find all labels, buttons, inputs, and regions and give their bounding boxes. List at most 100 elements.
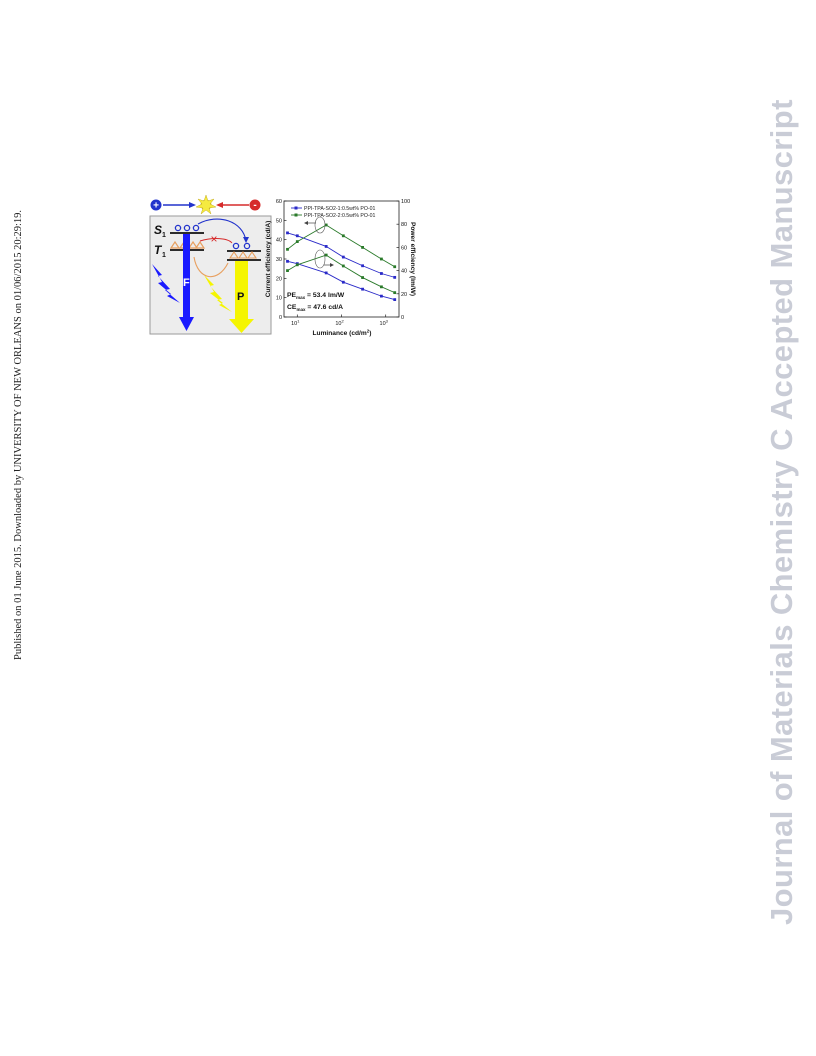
dopant-exciton-icon (232, 242, 240, 250)
efficiency-chart: 0 10 20 30 40 50 60 0 20 40 60 80 100 101 102 103 PPI… (264, 193, 418, 338)
data-point (361, 246, 364, 249)
ce-max-symbol: CE (287, 304, 297, 311)
x-tick-label: 101 (291, 319, 300, 328)
publication-side-note: Published on 01 June 2015. Downloaded by… (6, 190, 24, 660)
electron-arrowhead-icon (216, 202, 223, 208)
data-point (295, 234, 299, 238)
s1-subscript: 1 (162, 232, 166, 239)
data-point (295, 240, 299, 243)
data-point (286, 269, 289, 272)
t1-subscript: 1 (162, 252, 166, 259)
dopant-triplet-icon (228, 251, 240, 259)
phosphorescence-label: P (237, 291, 244, 303)
x-axis-label-end: ) (369, 330, 371, 337)
data-point (324, 271, 328, 275)
electron-icon (249, 199, 261, 211)
data-point (380, 257, 383, 261)
fluorescence-arrow (183, 234, 190, 319)
y-tick-label: 0 (279, 315, 282, 321)
data-point (361, 264, 364, 268)
phosphorescence-lightning-icon (204, 275, 232, 312)
y-tick-label: 10 (276, 296, 282, 302)
data-point (393, 298, 397, 301)
data-point (324, 223, 328, 227)
triplet-exciton-icon (169, 240, 181, 249)
data-point (380, 294, 383, 298)
pe-max-value: = 53.4 lm/W (305, 292, 345, 299)
phosphorescence-arrow (235, 261, 248, 321)
pe-max-annotation: PEmax = 53.4 lm/W (287, 292, 345, 300)
legend-marker-series-1 (294, 206, 298, 210)
x-tick-label: 102 (335, 319, 344, 328)
scheme-box (149, 215, 272, 335)
legend-label-series-1: PPI-TPA-SO2-1:0.5wt% PO-01 (304, 206, 376, 212)
x-tick-label: 103 (380, 319, 389, 328)
peak-highlight-ellipse (314, 249, 326, 269)
data-point (295, 263, 299, 267)
data-point (393, 265, 397, 269)
data-point (324, 253, 328, 257)
fluorescence-lightning-icon (152, 264, 180, 303)
energy-level-scheme: + - S 1 T 1 (148, 193, 274, 336)
triplet-exciton-icon (187, 240, 199, 249)
singlet-exciton-icon (192, 224, 200, 232)
minus-symbol: - (253, 200, 256, 211)
ce-max-value: = 47.6 cd/A (305, 304, 343, 311)
triplet-back-transfer-arrow (193, 256, 229, 278)
y-tick-label: 20 (276, 276, 282, 282)
y2-tick-label: 40 (401, 269, 407, 275)
data-point (380, 285, 383, 289)
side-note-text: Published on 01 June 2015. Downloaded by… (13, 209, 24, 660)
singlet-transfer-arrowhead-icon (243, 237, 249, 243)
x-axis-label-superscript: 2 (367, 329, 370, 334)
right-axis-pointer-arrowhead-icon (330, 263, 334, 267)
chart-legend: PPI-TPA-SO2-1:0.5wt% PO-01 PPI-TPA-SO2-2… (291, 206, 376, 219)
hole-icon (150, 199, 162, 211)
watermark-text: Journal of Materials Chemistry C Accepte… (764, 99, 799, 925)
pe-max-symbol: PE (287, 292, 297, 299)
legend-label-series-2: PPI-TPA-SO2-2:0.5wt% PO-01 (304, 213, 376, 219)
x-axis-ticks: 101 102 103 (291, 314, 389, 328)
dopant-triplet-icon (237, 251, 249, 259)
triplet-exciton-icon (194, 240, 206, 249)
singlet-exciton-icon (183, 224, 191, 232)
x-axis-label: Luminance (cd/m2) (313, 329, 372, 338)
series-line-1 (287, 232, 395, 278)
data-point (361, 276, 364, 279)
blocked-transfer-arrow (199, 238, 233, 244)
hole-arrowhead-icon (189, 202, 196, 208)
right-axis-ticks: 0 20 40 60 80 100 (396, 199, 410, 321)
y2-tick-label: 80 (401, 222, 407, 228)
y-tick-label: 40 (276, 238, 282, 244)
y2-tick-label: 0 (401, 315, 404, 321)
y2-tick-label: 20 (401, 292, 407, 298)
data-point (393, 275, 397, 279)
singlet-exciton-icon (174, 224, 182, 232)
graphical-abstract-figure: + - S 1 T 1 (148, 193, 418, 338)
data-point (361, 287, 364, 291)
s1-label: S (154, 223, 162, 237)
y2-tick-label: 60 (401, 245, 407, 251)
data-point (324, 245, 328, 248)
plus-symbol: + (153, 201, 159, 212)
peak-highlight-ellipse (314, 216, 326, 234)
blocked-transfer-icon: × (210, 232, 217, 246)
data-point (286, 231, 289, 235)
ce-max-annotation: CEmax = 47.6 cd/A (287, 304, 343, 312)
exciton-star-icon (195, 194, 217, 215)
series-layer (286, 223, 397, 301)
x-axis-label-main: Luminance (cd/m (313, 330, 367, 337)
data-point (341, 234, 345, 238)
data-point (380, 272, 383, 275)
data-point (341, 264, 345, 268)
left-axis-pointer-arrowhead-icon (304, 221, 308, 225)
left-axis-ticks: 0 10 20 30 40 50 60 (276, 199, 287, 321)
data-point (286, 259, 289, 263)
data-point (393, 291, 397, 295)
legend-marker-series-2 (294, 213, 298, 217)
y-tick-label: 30 (276, 257, 282, 263)
data-point (341, 280, 345, 284)
efficiency-chart-svg: 0 10 20 30 40 50 60 0 20 40 60 80 100 101 102 103 PPI… (265, 199, 416, 338)
data-point (341, 255, 345, 259)
dopant-triplet-icon (246, 251, 258, 259)
